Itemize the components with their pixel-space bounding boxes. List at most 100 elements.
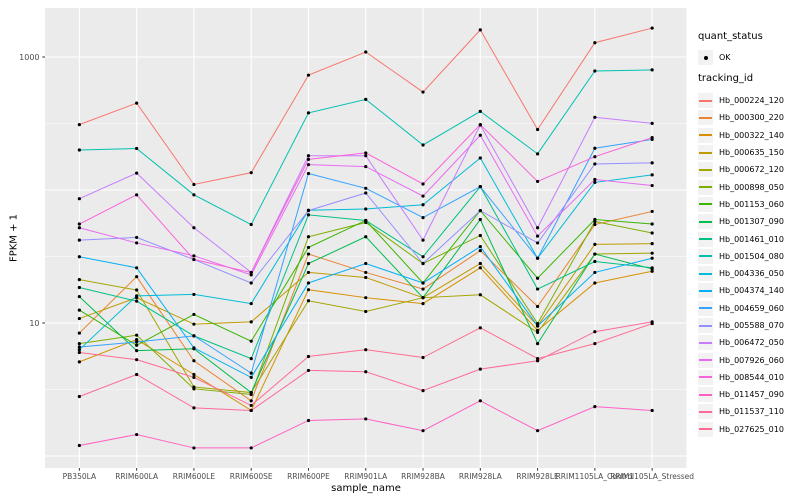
data-point	[478, 326, 482, 330]
data-point	[249, 273, 253, 277]
data-point	[306, 171, 311, 176]
legend-key-box	[698, 335, 713, 351]
data-point	[364, 370, 368, 374]
legend-item-ok: OK	[698, 49, 731, 66]
data-point	[421, 203, 425, 207]
data-point	[192, 292, 196, 297]
data-point	[535, 321, 540, 326]
data-point	[535, 127, 540, 132]
data-point	[364, 275, 368, 280]
legend-item-Hb_001461_010: Hb_001461_010	[698, 230, 798, 247]
data-point	[135, 288, 139, 292]
legend-item-Hb_004659_060: Hb_004659_060	[698, 300, 798, 317]
legend-key-box	[698, 369, 713, 385]
data-point	[192, 182, 196, 187]
legend-item-Hb_001153_060: Hb_001153_060	[698, 196, 798, 213]
data-point	[192, 193, 196, 197]
data-point	[77, 277, 81, 282]
data-point	[650, 68, 654, 72]
data-point	[593, 155, 597, 159]
data-point	[249, 446, 253, 450]
data-point	[77, 294, 81, 299]
data-point	[478, 233, 482, 238]
data-point	[77, 443, 81, 448]
data-point	[364, 164, 368, 169]
data-point	[593, 252, 597, 256]
data-point	[364, 97, 368, 101]
legend-item-label: Hb_006472_050	[719, 338, 784, 348]
data-point	[421, 194, 425, 198]
data-point	[478, 209, 482, 213]
data-point	[535, 304, 540, 309]
data-point	[192, 372, 196, 377]
data-point	[650, 251, 654, 255]
legend-item-label: Hb_004336_050	[719, 269, 784, 279]
legend-key-box	[698, 179, 713, 195]
data-point	[535, 256, 540, 260]
data-point	[593, 281, 597, 285]
data-point	[249, 399, 253, 403]
data-point	[135, 333, 139, 337]
data-point	[306, 111, 311, 115]
data-point	[421, 287, 425, 291]
data-point	[593, 177, 597, 182]
legend-item-label: Hb_000898_050	[719, 182, 784, 192]
data-point	[650, 256, 654, 260]
data-point	[77, 345, 81, 349]
legend-key-box	[698, 214, 713, 230]
legend-item-Hb_005588_070: Hb_005588_070	[698, 317, 798, 334]
data-point	[135, 358, 139, 362]
series-color-swatch	[699, 272, 712, 275]
legend-key-box	[698, 352, 713, 368]
data-point	[135, 432, 139, 437]
data-point	[478, 217, 482, 222]
data-point	[593, 259, 597, 264]
data-point	[650, 183, 654, 188]
data-point	[650, 266, 654, 270]
data-point	[421, 281, 425, 285]
data-point	[306, 235, 311, 239]
data-point	[192, 446, 196, 450]
data-point	[535, 330, 540, 334]
legend-item-label: Hb_000672_120	[719, 165, 784, 175]
series-color-swatch	[699, 168, 712, 171]
series-color-swatch	[699, 238, 712, 241]
data-point	[192, 312, 196, 317]
data-point	[364, 154, 368, 158]
data-point	[77, 255, 81, 259]
data-point	[192, 375, 196, 379]
legend-item-label: Hb_000322_140	[719, 130, 784, 140]
data-point	[306, 245, 311, 250]
legend-item-label: Hb_011457_090	[719, 390, 784, 400]
legend-item-label: Hb_011537_110	[719, 407, 784, 417]
data-point	[135, 349, 139, 353]
data-point	[135, 338, 139, 342]
legend-item-Hb_000322_140: Hb_000322_140	[698, 127, 798, 144]
legend-key-box	[698, 248, 713, 264]
data-point	[478, 261, 482, 266]
data-point	[249, 281, 253, 285]
data-point	[135, 340, 139, 344]
legend-item-Hb_000898_050: Hb_000898_050	[698, 178, 798, 195]
legend-key-box	[698, 404, 713, 420]
legend-item-label: Hb_004659_060	[719, 303, 784, 313]
legend-key-box	[698, 318, 713, 333]
data-point	[478, 367, 482, 371]
legend-item-label: OK	[719, 53, 731, 62]
data-point	[593, 69, 597, 73]
data-point	[478, 185, 482, 189]
legend-item-Hb_008544_010: Hb_008544_010	[698, 369, 798, 386]
legend-item-label: Hb_001153_060	[719, 199, 784, 209]
x-tick-label: RRIM600PE	[287, 472, 330, 481]
data-point	[650, 231, 654, 235]
data-point	[192, 387, 196, 391]
legend-item-Hb_000224_120: Hb_000224_120	[698, 92, 798, 109]
data-point	[421, 255, 425, 259]
data-point	[192, 257, 196, 262]
data-point	[593, 162, 597, 166]
series-color-swatch	[699, 116, 712, 119]
data-point	[364, 296, 368, 300]
data-point	[249, 301, 253, 306]
series-color-swatch	[699, 359, 712, 362]
data-point	[135, 343, 139, 347]
